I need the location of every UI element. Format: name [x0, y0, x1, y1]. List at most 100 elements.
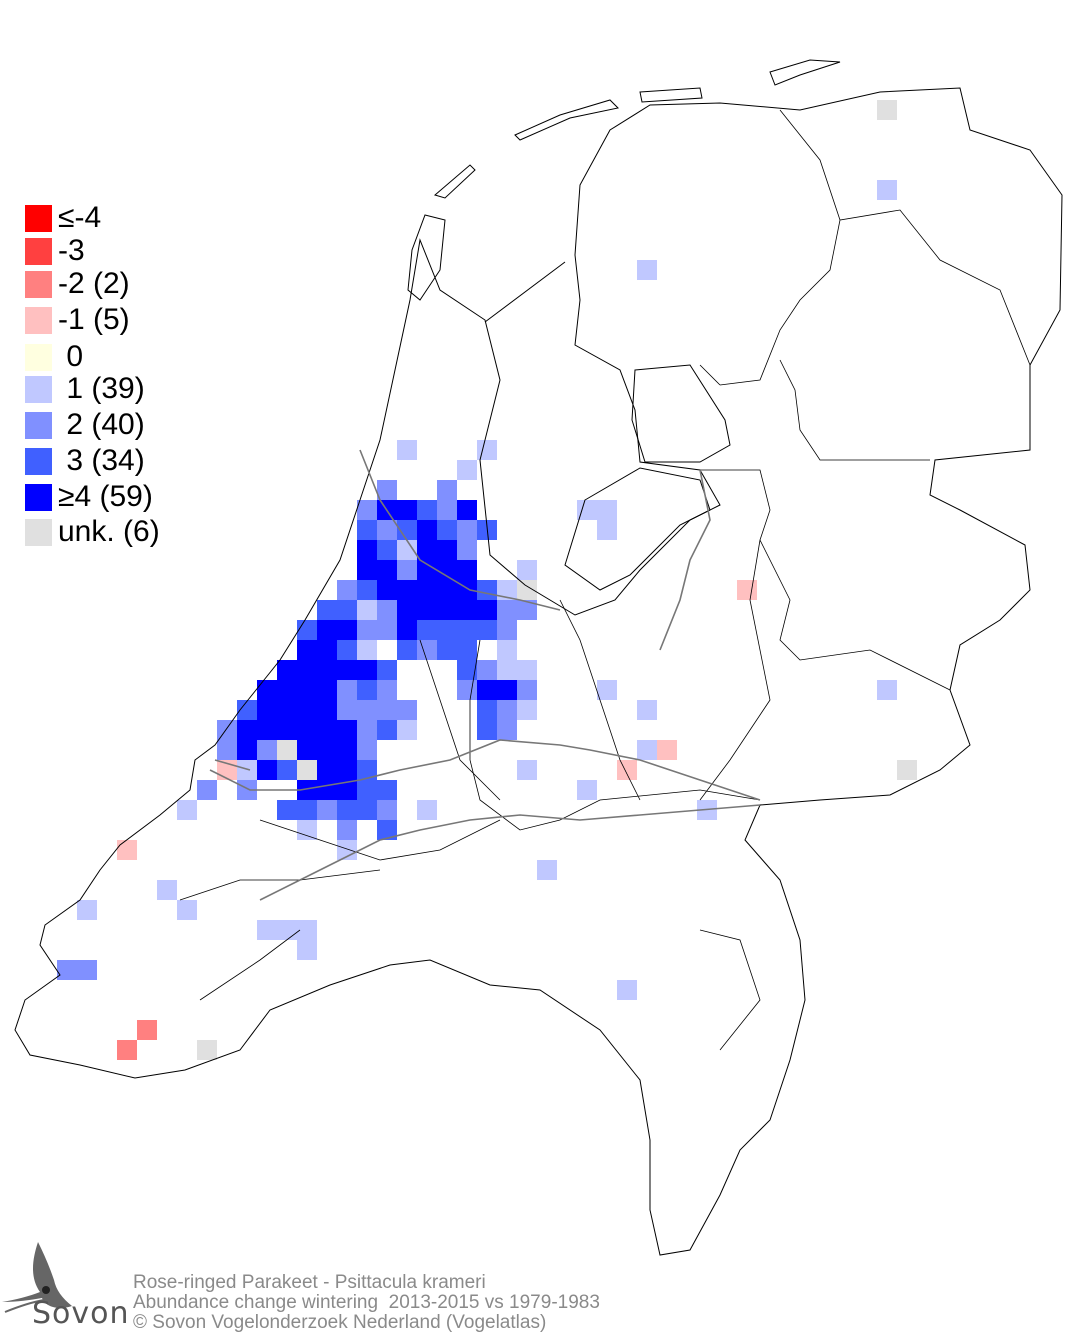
grid-cell-level-4: [257, 760, 277, 780]
grid-cell-level-3: [437, 620, 457, 640]
logo-text: Sovon: [32, 1296, 130, 1331]
grid-cell-level-unk: [277, 740, 297, 760]
legend-swatch: [25, 344, 52, 371]
grid-cell-level-4: [337, 720, 357, 740]
legend-label: 0: [58, 340, 84, 373]
grid-cell-level-3: [457, 620, 477, 640]
grid-cell-level-2: [397, 560, 417, 580]
grid-cell-level-3: [417, 620, 437, 640]
grid-cell-level-4: [317, 780, 337, 800]
grid-cell-level-3: [357, 780, 377, 800]
rivers: [209, 449, 761, 901]
grid-cell-level-4: [297, 700, 317, 720]
grid-cell-level-4: [277, 660, 297, 680]
grid-cell-level-1: [77, 900, 97, 920]
grid-cell-level-2: [237, 780, 257, 800]
grid-cell-level-2: [397, 700, 417, 720]
grid-cell-level-4: [357, 560, 377, 580]
terschelling: [514, 99, 620, 141]
grid-cell-level-4: [317, 720, 337, 740]
grid-cell-level-1: [397, 720, 417, 740]
species-name: Rose-ringed Parakeet - Psittacula kramer…: [133, 1272, 486, 1293]
grid-cell-level-4: [397, 500, 417, 520]
grid-cell-level-3: [377, 660, 397, 680]
legend-label: -1 (5): [58, 303, 130, 336]
grid-cell-level-1: [497, 660, 517, 680]
grid-cell-level-2: [337, 680, 357, 700]
grid-cell-level-1: [637, 260, 657, 280]
grid-cell-level-2: [257, 740, 277, 760]
grid-cell-level-3: [277, 760, 297, 780]
grid-cell-level-1: [537, 860, 557, 880]
grid-cell-level-4: [237, 720, 257, 740]
grid-cell-level-4: [437, 540, 457, 560]
grid-cell-level-2: [337, 820, 357, 840]
grid-cell-level-4: [257, 720, 277, 740]
grid-cell-level-4: [277, 720, 297, 740]
grid-cell-level-1: [277, 920, 297, 940]
grid-cell-level-3: [437, 520, 457, 540]
afsluitdijk: [484, 261, 566, 323]
grid-cell-level-3: [337, 600, 357, 620]
grid-cell-level-1: [597, 500, 617, 520]
grid-cell-level-unk: [877, 100, 897, 120]
grid-cell-level-2: [457, 680, 477, 700]
grid-cell-level--2: [137, 1020, 157, 1040]
grid-cell-level-4: [317, 700, 337, 720]
grid-cell-level-2: [517, 680, 537, 700]
grid-cell-level--1: [117, 840, 137, 860]
grid-cell-level-4: [297, 780, 317, 800]
grid-cell-level-1: [517, 660, 537, 680]
grid-cell-level-2: [497, 720, 517, 740]
grid-cell-level-3: [357, 680, 377, 700]
grid-cell-level-2: [217, 740, 237, 760]
atlas-grid-cells: [57, 100, 917, 1060]
grid-cell-level-3: [477, 580, 497, 600]
grid-cell-level-3: [337, 640, 357, 660]
grid-cell-level-4: [277, 680, 297, 700]
legend-label: unk. (6): [58, 515, 160, 548]
grid-cell-level-4: [377, 580, 397, 600]
grid-cell-level-3: [377, 540, 397, 560]
grid-cell-level-2: [357, 700, 377, 720]
grid-cell-level-4: [297, 740, 317, 760]
grid-cell-level-4: [317, 680, 337, 700]
grid-cell-level-4: [457, 500, 477, 520]
grid-cell-level-1: [357, 600, 377, 620]
grid-cell-level-3: [477, 620, 497, 640]
grid-cell-level-4: [277, 700, 297, 720]
texel: [407, 214, 446, 301]
grid-cell-level--1: [617, 760, 637, 780]
grid-cell-level-2: [357, 740, 377, 760]
legend-swatch: [25, 519, 52, 546]
grid-cell-level-2: [517, 600, 537, 620]
copyright: © Sovon Vogelonderzoek Nederland (Vogela…: [133, 1312, 547, 1333]
grid-cell-level-4: [477, 600, 497, 620]
legend-swatch: [25, 307, 52, 334]
grid-cell-level-3: [477, 720, 497, 740]
grid-cell-level-2: [497, 620, 517, 640]
grid-cell-level-4: [437, 580, 457, 600]
grid-cell-level-4: [317, 660, 337, 680]
legend-label: -2 (2): [58, 267, 130, 300]
river-lines: [209, 449, 761, 901]
grid-cell-level-1: [577, 500, 597, 520]
grid-cell-level--1: [657, 740, 677, 760]
grid-cell-level-1: [397, 540, 417, 560]
grid-cell-level-2: [377, 480, 397, 500]
grid-cell-level-4: [417, 540, 437, 560]
grid-cell-level-4: [357, 540, 377, 560]
grid-cell-level-2: [477, 660, 497, 680]
grid-cell-level-2: [377, 600, 397, 620]
grid-cell-level-3: [397, 520, 417, 540]
grid-cell-level-4: [437, 600, 457, 620]
legend-swatch: [25, 484, 52, 511]
legend-swatch: [25, 238, 52, 265]
grid-cell-level-3: [377, 820, 397, 840]
legend-label: 2 (40): [58, 408, 145, 441]
grid-cell-level-1: [497, 580, 517, 600]
grid-cell-level-1: [257, 920, 277, 940]
schiermonnikoog: [769, 59, 841, 86]
grid-cell-level-4: [317, 760, 337, 780]
grid-cell-level-unk: [197, 1040, 217, 1060]
